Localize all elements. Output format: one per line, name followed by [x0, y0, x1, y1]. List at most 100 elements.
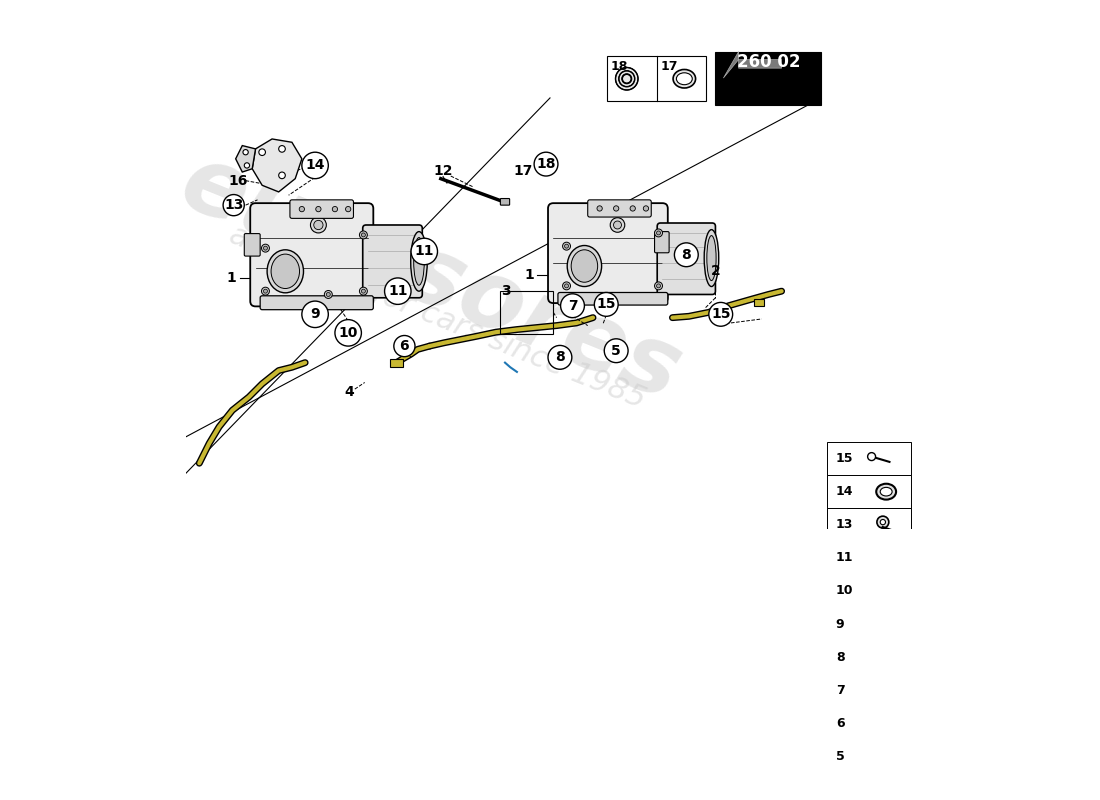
Circle shape [594, 293, 618, 316]
Text: 5: 5 [836, 750, 845, 763]
Text: 16: 16 [228, 174, 248, 188]
Circle shape [299, 206, 305, 212]
Circle shape [324, 290, 332, 298]
FancyBboxPatch shape [587, 200, 651, 217]
FancyBboxPatch shape [244, 234, 261, 256]
Bar [754, 299, 764, 306]
Circle shape [564, 244, 569, 248]
Ellipse shape [410, 232, 427, 291]
Polygon shape [724, 52, 782, 78]
Circle shape [674, 243, 698, 266]
Circle shape [872, 750, 881, 760]
Text: 14: 14 [306, 158, 324, 173]
Bar [826, 475, 911, 508]
Ellipse shape [880, 487, 892, 496]
Circle shape [301, 301, 328, 327]
Circle shape [894, 561, 901, 567]
Circle shape [244, 162, 250, 168]
Circle shape [644, 206, 649, 211]
Text: 2: 2 [711, 264, 720, 278]
Circle shape [597, 206, 603, 211]
Polygon shape [235, 146, 255, 172]
Ellipse shape [880, 686, 893, 695]
Bar [826, 508, 911, 542]
Text: 7: 7 [836, 684, 845, 697]
Text: 5: 5 [612, 344, 621, 358]
Text: 4: 4 [344, 385, 354, 398]
Circle shape [258, 149, 265, 155]
Text: 11: 11 [836, 551, 854, 564]
Text: 11: 11 [415, 245, 434, 258]
Circle shape [264, 246, 267, 250]
Text: 1: 1 [524, 268, 534, 282]
Bar [826, 442, 911, 475]
Text: 8: 8 [681, 248, 691, 262]
Bar [826, 706, 911, 740]
Circle shape [327, 293, 330, 297]
Text: 6: 6 [836, 717, 845, 730]
Text: 8: 8 [836, 650, 845, 664]
Circle shape [561, 294, 584, 318]
Ellipse shape [877, 484, 896, 500]
FancyBboxPatch shape [548, 203, 668, 303]
Circle shape [262, 244, 270, 252]
Ellipse shape [568, 246, 602, 286]
Circle shape [310, 217, 327, 233]
Circle shape [535, 152, 558, 176]
Bar [500, 291, 553, 334]
Circle shape [548, 346, 572, 370]
Text: 17: 17 [514, 164, 532, 178]
Circle shape [345, 206, 351, 212]
FancyBboxPatch shape [363, 225, 422, 298]
Text: 15: 15 [711, 307, 730, 322]
Text: a passion for cars since 1985: a passion for cars since 1985 [226, 221, 650, 414]
Circle shape [394, 335, 415, 357]
Ellipse shape [704, 230, 718, 286]
Circle shape [562, 242, 571, 250]
Text: 8: 8 [556, 350, 564, 364]
FancyBboxPatch shape [290, 200, 353, 218]
Bar [607, 56, 706, 102]
Text: 11: 11 [388, 284, 408, 298]
Circle shape [411, 238, 438, 265]
Circle shape [630, 206, 636, 211]
Circle shape [892, 593, 899, 599]
Ellipse shape [877, 682, 896, 698]
Circle shape [264, 289, 267, 293]
Text: 14: 14 [836, 485, 854, 498]
Ellipse shape [673, 70, 695, 88]
Circle shape [657, 284, 660, 288]
Bar [389, 359, 403, 367]
Circle shape [362, 289, 365, 293]
Text: 10: 10 [836, 585, 854, 598]
Text: 12: 12 [433, 164, 452, 178]
Circle shape [874, 753, 879, 757]
Ellipse shape [707, 235, 716, 281]
Text: 6: 6 [399, 339, 409, 353]
Circle shape [604, 339, 628, 362]
Text: 9: 9 [836, 618, 845, 630]
Text: 3: 3 [502, 284, 512, 298]
Circle shape [708, 302, 733, 326]
Text: 15: 15 [836, 452, 854, 465]
Circle shape [654, 229, 662, 237]
Circle shape [893, 619, 898, 625]
Circle shape [868, 453, 876, 461]
Circle shape [877, 516, 889, 528]
Ellipse shape [571, 250, 597, 282]
Circle shape [880, 519, 886, 525]
Circle shape [243, 150, 249, 155]
FancyBboxPatch shape [500, 198, 509, 205]
Ellipse shape [879, 653, 894, 662]
Text: 260 02: 260 02 [737, 53, 800, 70]
Circle shape [316, 206, 321, 212]
Circle shape [278, 172, 285, 178]
Polygon shape [252, 139, 301, 192]
Text: 15: 15 [596, 298, 616, 311]
FancyBboxPatch shape [657, 223, 715, 294]
Circle shape [564, 284, 569, 288]
Circle shape [301, 152, 328, 178]
Bar [715, 52, 822, 105]
Circle shape [654, 282, 662, 290]
Bar [826, 674, 911, 706]
